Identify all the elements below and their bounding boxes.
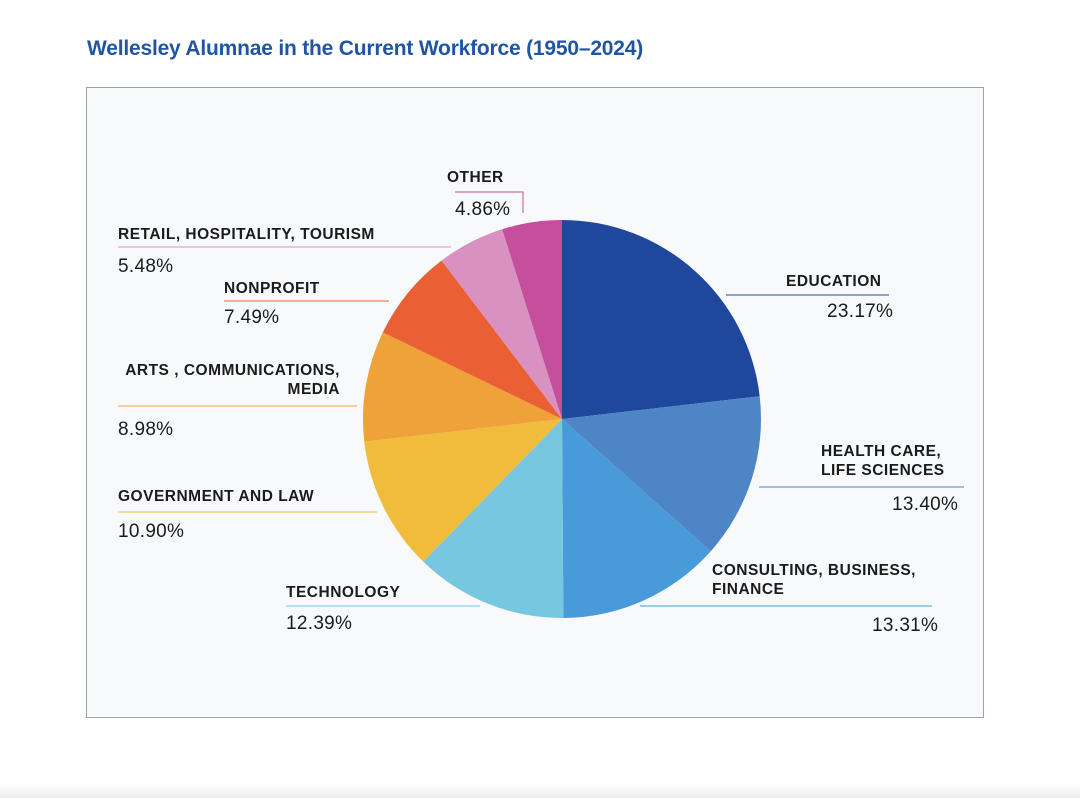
slice-label-9: OTHER [447,169,504,186]
chart-frame: EDUCATION 23.17% HEALTH CARE, LIFE SCIENCE… [86,87,984,718]
slice-label-7: NONPROFIT [224,280,320,297]
chart-title: Wellesley Alumnae in the Current Workfor… [87,37,644,60]
slice-value-8: 5.48% [118,256,174,277]
slice-label-8: RETAIL, HOSPITALITY, TOURISM [118,226,375,243]
slice-label-5: GOVERNMENT AND LAW [118,488,315,505]
slice-value-4: 12.39% [286,613,353,634]
slice-value-3: 13.31% [872,615,939,636]
slice-value-5: 10.90% [118,521,185,542]
pie-slice-8 [441,229,562,419]
slice-value-6: 8.98% [118,419,174,440]
pie-slice-3 [562,419,711,618]
slice-value-9: 4.86% [455,199,511,220]
slice-label-4: TECHNOLOGY [286,584,401,601]
bottom-strip [0,784,1080,798]
pie-slice-1 [562,220,760,419]
pie-slice-7 [382,260,562,419]
leader-line-9 [455,191,524,213]
pie-slice-5 [364,419,562,562]
slice-label-1: EDUCATION [786,273,882,290]
slice-value-2: 13.40% [892,494,959,515]
pie-slice-6 [362,332,562,442]
slice-label-6: ARTS , COMMUNICATIONS, MEDIA [125,362,340,398]
pie-slice-9 [502,220,562,419]
slice-label-3: CONSULTING, BUSINESS, FINANCE [712,562,916,598]
pie-chart [118,191,964,619]
slice-label-2: HEALTH CARE, LIFE SCIENCES [821,443,945,479]
slice-value-7: 7.49% [224,307,280,328]
pie-slice-4 [423,419,564,619]
slice-value-1: 23.17% [827,301,894,322]
pie-slice-2 [562,396,761,552]
